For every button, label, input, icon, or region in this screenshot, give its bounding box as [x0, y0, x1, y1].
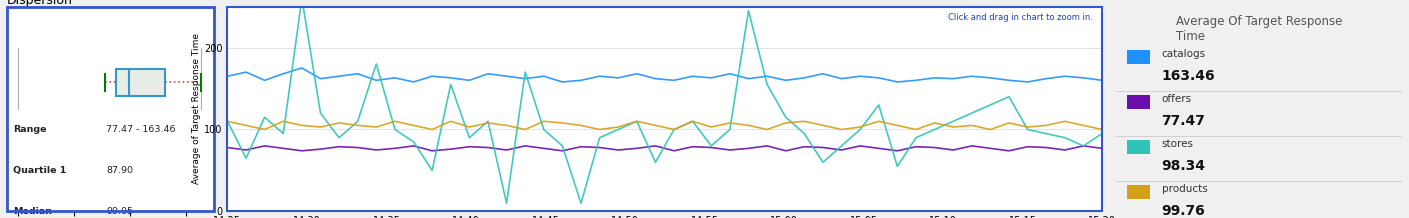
Bar — [1127, 95, 1150, 109]
Text: 163.46: 163.46 — [1161, 69, 1215, 83]
Bar — [1127, 49, 1150, 64]
Text: Quartile 1: Quartile 1 — [13, 166, 66, 175]
Text: Click and drag in chart to zoom in.: Click and drag in chart to zoom in. — [948, 13, 1093, 22]
Text: 77.47: 77.47 — [1161, 114, 1205, 128]
Text: 77.47 - 163.46: 77.47 - 163.46 — [106, 125, 176, 134]
Bar — [1127, 185, 1150, 199]
Text: offers: offers — [1161, 94, 1192, 104]
Text: Median: Median — [13, 207, 52, 216]
Text: products: products — [1161, 184, 1208, 194]
Text: 87.90: 87.90 — [106, 166, 134, 175]
Text: 98.34: 98.34 — [1161, 159, 1206, 173]
Text: Average Of Target Response
Time: Average Of Target Response Time — [1175, 15, 1341, 43]
Bar — [1127, 140, 1150, 154]
Text: Range: Range — [13, 125, 46, 134]
Bar — [117, 69, 165, 96]
Y-axis label: Average of Target Response Time: Average of Target Response Time — [192, 34, 201, 184]
Text: Dispersion: Dispersion — [7, 0, 73, 7]
Text: catalogs: catalogs — [1161, 49, 1206, 59]
Text: 99.76: 99.76 — [1161, 204, 1205, 218]
Text: stores: stores — [1161, 139, 1193, 149]
Text: 99.05: 99.05 — [106, 207, 134, 216]
